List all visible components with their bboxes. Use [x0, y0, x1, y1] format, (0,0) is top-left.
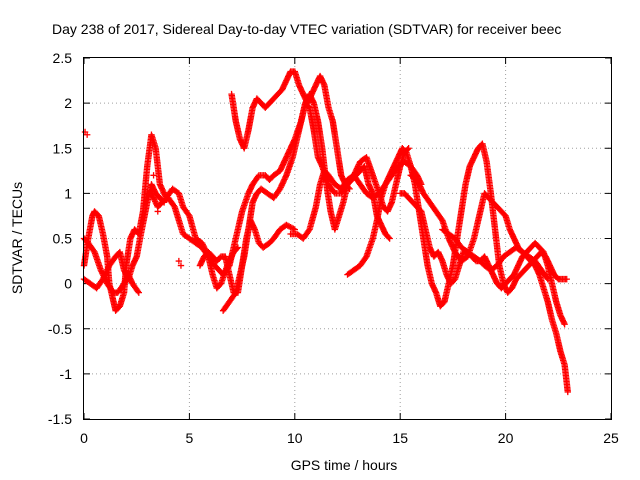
- x-tick-labels: 0 5 10 15 20 25: [80, 430, 619, 446]
- x-tick-label: 25: [603, 430, 619, 446]
- data-point: [543, 274, 551, 282]
- y-axis-label: SDTVAR / TECUs: [9, 182, 25, 294]
- data-point: [544, 275, 551, 283]
- x-axis-label: GPS time / hours: [291, 457, 398, 473]
- y-tick-label: 1.5: [53, 140, 73, 156]
- y-tick-label: 2.5: [53, 50, 73, 66]
- y-tick-label: 2: [64, 95, 72, 111]
- data-point: [564, 388, 571, 396]
- data-point: [405, 145, 412, 152]
- x-tick-label: 0: [80, 430, 88, 446]
- series-track-02: [80, 131, 242, 314]
- x-tick-label: 10: [287, 430, 303, 446]
- data-point: [362, 254, 369, 262]
- data-points: [80, 68, 571, 396]
- series-outliers: [81, 128, 185, 269]
- data-point: [90, 247, 97, 254]
- data-point: [386, 235, 393, 242]
- data-point: [135, 289, 143, 296]
- data-point: [83, 131, 91, 138]
- y-tick-label: -1: [60, 366, 73, 382]
- y-tick-labels: -1.5 -1 -0.5 0 0.5 1 1.5 2 2.5: [48, 50, 72, 427]
- data-point: [154, 208, 161, 215]
- data-point: [346, 185, 353, 193]
- series-track-04: [144, 90, 393, 278]
- data-point: [185, 211, 192, 218]
- y-tick-label: 0.5: [53, 231, 73, 247]
- data-point: [438, 215, 445, 223]
- x-tick-label: 15: [392, 430, 408, 446]
- axis-ticks: [83, 57, 612, 420]
- series-track-12: [439, 226, 551, 283]
- y-tick-label: -1.5: [48, 411, 72, 427]
- y-tick-label: 0: [64, 276, 72, 292]
- plot-frame: [83, 57, 612, 420]
- data-point: [175, 257, 183, 265]
- data-point: [385, 234, 392, 241]
- series-track-07: [228, 68, 353, 193]
- series-track-06: [196, 217, 298, 296]
- data-point: [170, 202, 177, 209]
- data-point: [561, 321, 568, 328]
- data-point: [177, 262, 185, 269]
- y-tick-label: -0.5: [48, 321, 72, 337]
- data-point: [563, 275, 570, 283]
- grid: [84, 58, 611, 419]
- data-point: [345, 184, 352, 191]
- data-point: [134, 288, 142, 295]
- data-point: [305, 227, 312, 234]
- x-tick-label: 20: [498, 430, 514, 446]
- x-tick-label: 5: [186, 430, 194, 446]
- y-tick-label: 1: [64, 185, 72, 201]
- series-track-10: [397, 190, 568, 328]
- chart-title: Day 238 of 2017, Sidereal Day-to-day VTE…: [52, 21, 561, 37]
- data-point: [150, 172, 157, 179]
